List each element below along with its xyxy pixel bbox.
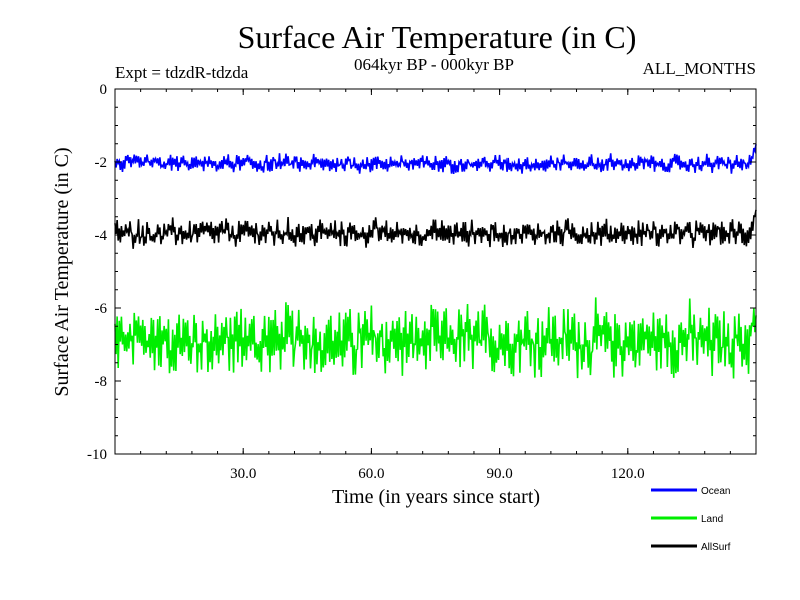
y-tick-label: -6 xyxy=(95,301,108,317)
x-tick-label: 90.0 xyxy=(486,466,512,482)
x-axis-label: Time (in years since start) xyxy=(332,486,540,508)
axes-group: 0 -2 -4 -6 -8 -10 30.0 60.0 90.0 120.0 xyxy=(87,82,757,482)
y-tick-label: -10 xyxy=(87,447,107,463)
plot-frame xyxy=(114,88,757,455)
legend-label-ocean: Ocean xyxy=(701,486,730,497)
legend: Ocean Land AllSurf xyxy=(651,486,731,553)
legend-label-land: Land xyxy=(701,514,723,525)
series-group xyxy=(114,144,757,379)
x-tick-label: 30.0 xyxy=(230,466,256,482)
y-tick-label: -4 xyxy=(95,228,108,244)
series-line-allsurf xyxy=(114,209,757,249)
y-tick-label: -8 xyxy=(95,374,108,390)
series-line-ocean xyxy=(114,144,757,175)
chart-title: Surface Air Temperature (in C) xyxy=(238,19,637,55)
series-line-land xyxy=(114,297,757,379)
y-tick-label: 0 xyxy=(100,82,108,98)
experiment-label: Expt = tdzdR-tdzda xyxy=(115,63,249,82)
months-label: ALL_MONTHS xyxy=(643,59,756,78)
legend-label-allsurf: AllSurf xyxy=(701,542,731,553)
x-tick-label: 60.0 xyxy=(358,466,384,482)
y-tick-label: -2 xyxy=(95,155,108,171)
x-tick-label: 120.0 xyxy=(611,466,645,482)
y-axis-label: Surface Air Temperature (in C) xyxy=(51,147,73,396)
chart-subtitle: 064kyr BP - 000kyr BP xyxy=(354,55,514,74)
